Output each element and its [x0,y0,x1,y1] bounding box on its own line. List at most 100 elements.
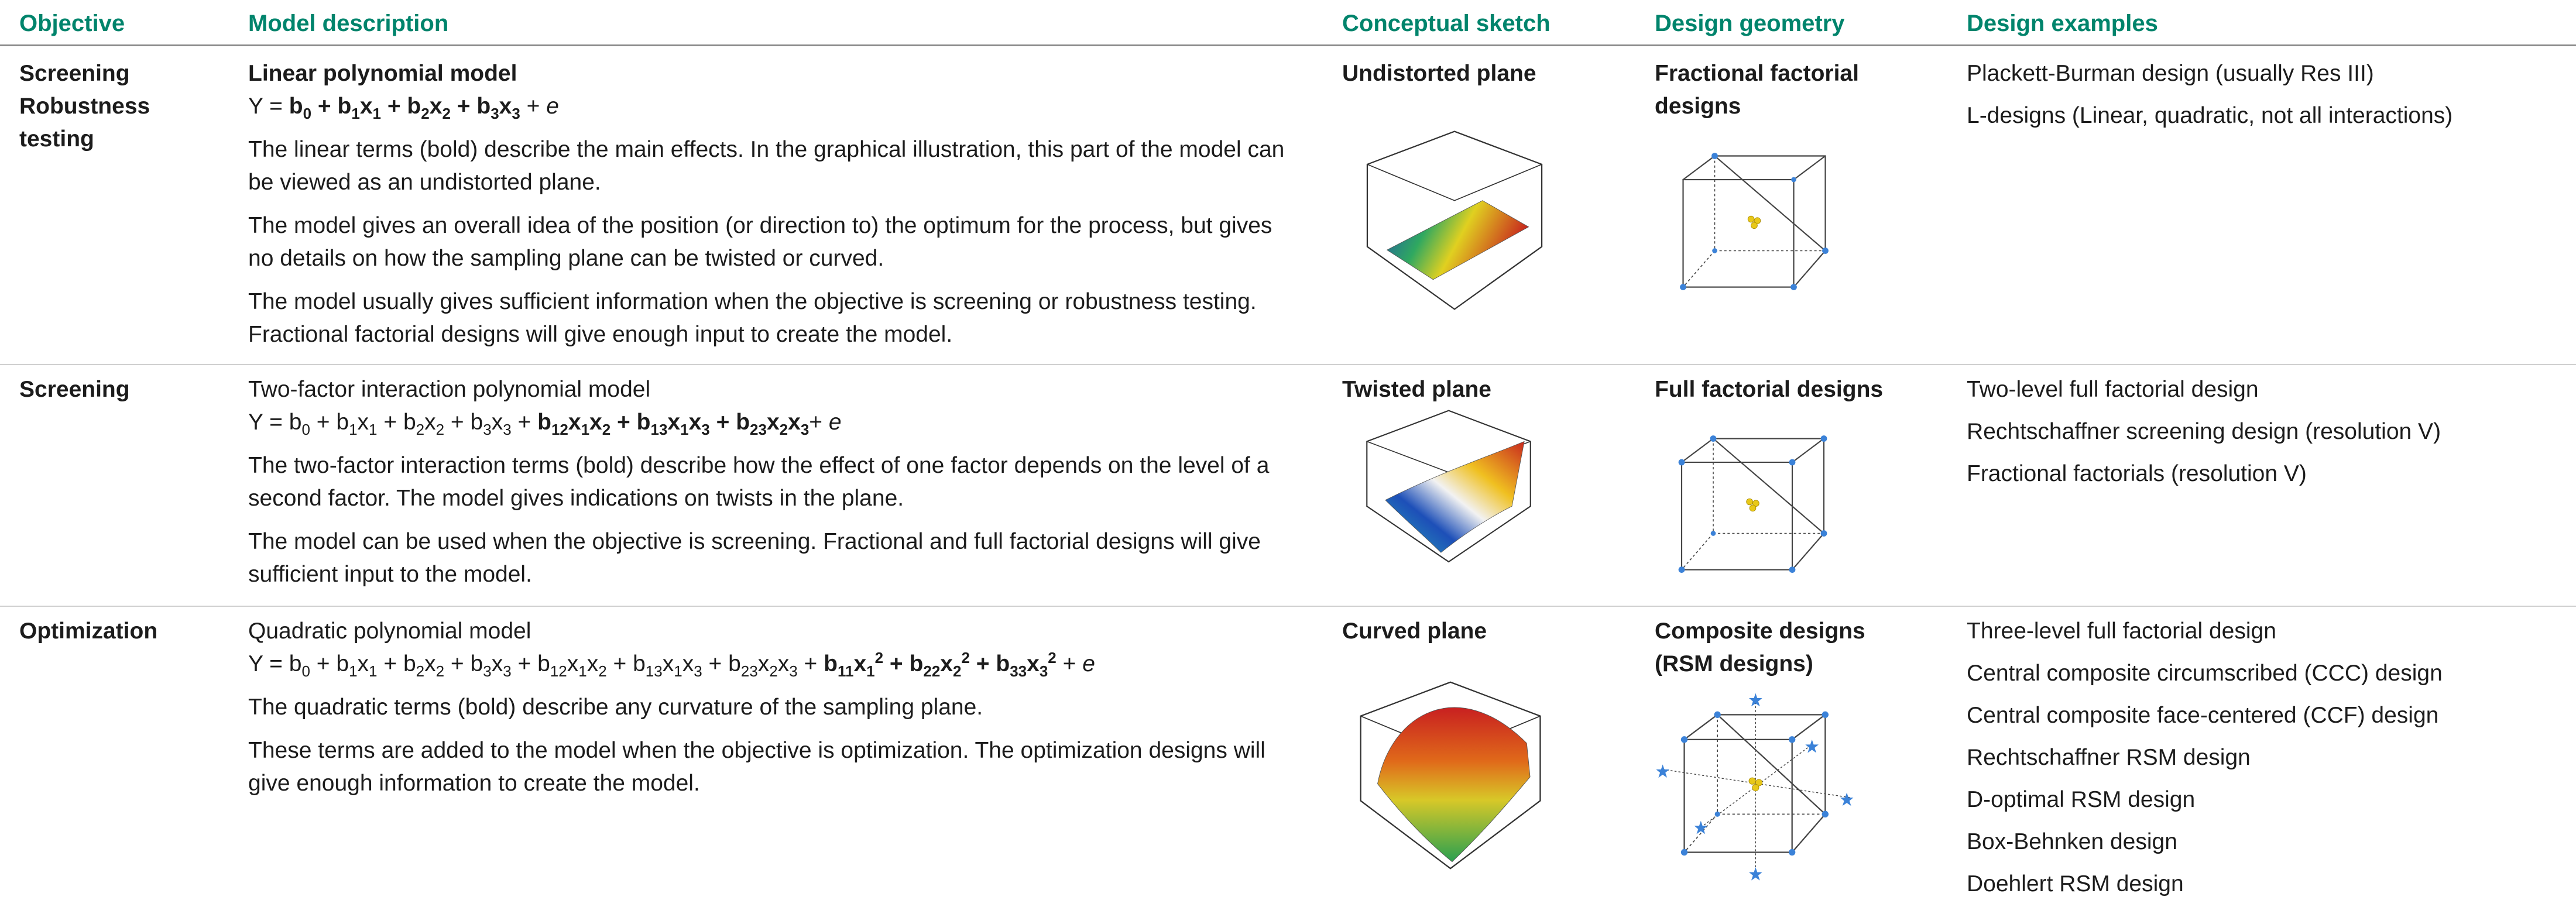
formula-text: x [357,651,369,676]
formula-text: x [567,651,579,676]
sketch-g [1656,693,1854,881]
formula-text: + [511,410,538,435]
sketch-line [1793,250,1826,288]
examples-cell: Plackett-Burman design (usually Res III)… [1967,57,2564,132]
formula-subscript: 0 [301,662,310,680]
formula-subscript: 2 [416,662,425,680]
formula-text: x [1027,651,1040,676]
formula-subscript: 1 [369,420,378,438]
sketch-circle [1790,284,1797,290]
formula-term: b11 [824,651,853,679]
formula-subscript: 3 [701,420,710,438]
sketch-circle [1710,435,1717,442]
sketch-path [1805,739,1819,753]
formula-subscript: 1 [680,420,689,438]
formula-subscript: 3 [490,104,499,122]
sketch-circle [1752,784,1759,792]
sketch-circle [1789,736,1796,743]
formula-term: x2 [424,410,445,438]
sketch-path [1385,441,1525,553]
sketch-path [1749,693,1762,707]
formula-term: + b13 [610,410,668,438]
formula-term: x2 [767,410,788,437]
formula-subscript: 3 [503,662,512,680]
formula-term: x1 [358,410,378,438]
sketch-g [1680,711,1829,856]
formula-text: x [424,410,436,435]
formula-term: x1 [663,651,682,679]
sketch-path [1656,764,1669,778]
sketch-circle [1754,217,1761,225]
sketch-line [1791,714,1826,740]
formula-subscript: 2 [598,662,607,680]
formula-subscript: 3 [789,662,798,680]
formula-term: x3 [689,410,710,438]
formula-term: + b1 [310,651,358,679]
formula-subscript: 1 [866,662,875,680]
formula-subscript: 2 [435,420,445,438]
sketch-rect [1683,738,1793,853]
formula-term: + b2 [378,651,424,679]
cube-full [1678,435,1827,573]
formula-term: + [1057,651,1082,676]
sketch-polyline [1682,250,1716,288]
formula-subscript: 23 [740,662,758,680]
formula-term: b0 [289,94,312,122]
formula-term: + [520,94,546,119]
sketch-line [1681,438,1714,463]
examples-cell: Two-level full factorial design Rechtscha… [1967,373,2564,490]
geometry-title: Fractional factorial designs [1655,61,1859,119]
sketch-circle [1680,284,1686,290]
formula-text: + b [444,651,483,676]
sketch-polygon [1360,681,1541,870]
sketch-polyline [1681,532,1714,571]
formula-text: x [940,651,953,676]
formula-superscript: 2 [961,649,970,666]
formula-subscript: 2 [952,662,962,680]
formula-term: x1 [360,94,381,121]
formula-text: x [568,410,581,435]
formula-text: b [537,410,551,435]
formula-term: + b23 [710,410,767,437]
formula-text: + [520,94,547,119]
cube-fractional [1680,153,1829,290]
formula-term: x1 [567,651,587,679]
sketch-circle [1714,811,1720,817]
sketch-polygon [1713,155,1826,252]
sketch-polygon [1711,438,1825,535]
formula-text: x [424,651,436,676]
model-title: Quadratic polynomial model [248,619,531,644]
formula-subscript: 0 [301,420,310,438]
formula-text: x [589,410,602,435]
formula-text: e [1082,651,1095,676]
sketch-circle [1749,504,1757,512]
formula-term: x32 [1027,650,1057,679]
formula-subscript: 0 [303,104,312,122]
formula-term: + b2 [377,410,424,437]
formula-subscript: 13 [645,662,663,680]
formula-subscript: 1 [349,420,358,438]
formula-text: b [824,651,838,676]
formula-text: + b [377,410,416,435]
sketch-circle [1746,498,1753,506]
header-cell: Design examples [1967,11,2158,36]
formula-term: x3 [777,651,798,679]
sketch-circle [1820,435,1827,442]
formula-subscript: 1 [581,420,590,438]
sketch-polygon [1386,200,1529,280]
formula-text: + b [606,651,646,676]
formula-text: + [809,410,829,435]
formula-subscript: 2 [602,420,611,438]
formula-term: x2 [430,94,451,121]
formula-text: Y = [248,94,289,119]
formula-term: + b12 [512,651,567,679]
formula-subscript: 3 [483,662,492,680]
sketch-rect [1680,461,1793,571]
formula-subscript: 1 [369,662,378,680]
sketch-line [1791,813,1826,853]
formula-text: x [777,651,790,676]
formula-term: b12 [537,410,568,437]
formula-subscript: 13 [650,420,668,438]
formula-term: + b22 [883,651,940,679]
